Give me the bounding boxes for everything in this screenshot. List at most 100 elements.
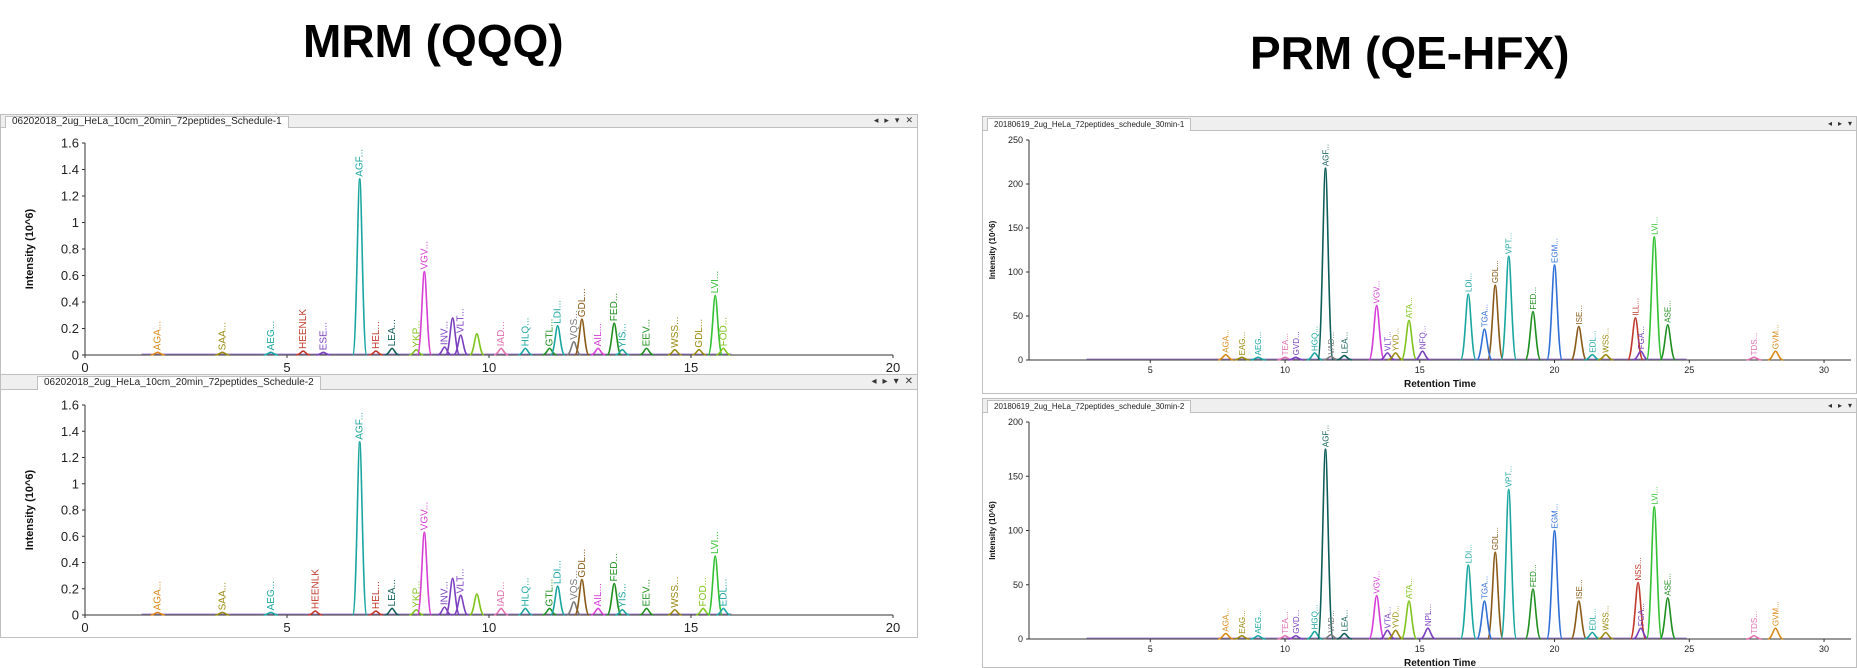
peak-label: VPT... (1505, 466, 1514, 487)
peak-label: EEV... (642, 579, 653, 606)
y-tick-label: 1.6 (61, 136, 79, 151)
mrm-chart-1: 00.20.40.60.811.21.41.605101520Retention… (24, 136, 900, 375)
peak (1486, 284, 1504, 361)
peak (1597, 353, 1614, 361)
peak-label: ATA... (1405, 297, 1414, 318)
peak-label: ATA... (1405, 578, 1414, 599)
peak (639, 347, 654, 356)
menu-icon[interactable]: ▾ (894, 116, 900, 126)
tab-prm-2[interactable]: 20180619_2ug_HeLa_72peptides_schedule_30… (987, 400, 1192, 413)
peak-label: AGF... (1321, 144, 1330, 166)
peak-label: TEA... (1281, 333, 1290, 355)
peak-label: NFQ... (1418, 326, 1427, 350)
y-tick-label: 1.4 (61, 162, 79, 177)
peak (150, 351, 165, 356)
peak-label: INV... (440, 581, 451, 605)
peak-label: GDL... (577, 549, 588, 578)
peak-label: LEA... (387, 579, 398, 606)
y-tick-label: 1 (72, 476, 79, 491)
y-tick-label: 0.2 (61, 321, 79, 336)
tab-prm-1[interactable]: 20180619_2ug_HeLa_72peptides_schedule_30… (987, 118, 1192, 131)
peak-label: LDI... (553, 560, 564, 584)
peak (1306, 630, 1323, 640)
peak (444, 577, 461, 616)
peak-label: HEL... (371, 581, 382, 609)
peak (351, 177, 368, 356)
prev-icon[interactable]: ◂ (1827, 119, 1832, 128)
mrm-panel-1: 06202018_2ug_HeLa_10cm_20min_72peptides_… (0, 114, 918, 376)
next-icon[interactable]: ▸ (882, 376, 888, 387)
peak-label: ISE... (1575, 305, 1584, 325)
peak-label: VGV... (1373, 571, 1382, 594)
peak (1584, 353, 1601, 361)
close-icon[interactable]: ✕ (905, 116, 913, 126)
next-icon[interactable]: ▸ (884, 116, 889, 126)
peak (416, 531, 433, 616)
next-icon[interactable]: ▸ (1837, 119, 1842, 128)
peak-label: VLT... (1383, 331, 1392, 351)
menu-icon[interactable]: ▾ (1847, 119, 1852, 128)
prev-icon[interactable]: ◂ (871, 376, 877, 387)
prev-icon[interactable]: ◂ (873, 116, 879, 126)
peak (1524, 310, 1542, 361)
close-icon[interactable]: ✕ (904, 376, 913, 387)
peak-label: HGQ... (1311, 605, 1320, 630)
peak-label: AGA... (153, 581, 164, 610)
peak-label: GDL... (1491, 527, 1500, 550)
peak-label: LEA... (1340, 610, 1349, 632)
peak (1632, 350, 1649, 361)
peak (615, 608, 630, 616)
peak (263, 611, 278, 616)
peak-label: HEENLK (298, 309, 309, 349)
prm-panel-2: 20180619_2ug_HeLa_72peptides_schedule_30… (982, 398, 1857, 668)
y-tick-label: 0.6 (61, 268, 79, 283)
peak-label: EAG... (1238, 332, 1247, 356)
peak-label: EDL... (1588, 330, 1597, 352)
y-tick-label: 1.2 (61, 189, 79, 204)
peak (1336, 354, 1353, 361)
tab-mrm-2[interactable]: 06202018_2ug_HeLa_10cm_20min_72peptides_… (37, 376, 321, 390)
peak-label: HLQ... (520, 317, 531, 346)
y-tick-label: 0.6 (61, 529, 79, 544)
peak (1368, 594, 1386, 640)
y-tick-label: 50 (1013, 311, 1023, 321)
peak (1459, 293, 1477, 361)
peak-label: WSS... (670, 577, 681, 608)
x-tick-label: 15 (1415, 644, 1425, 654)
peak-label: LEA... (1340, 332, 1349, 354)
prev-icon[interactable]: ◂ (1827, 401, 1832, 410)
peak-label: ESE... (318, 322, 329, 350)
x-tick-label: 15 (684, 360, 698, 375)
peak (1459, 564, 1477, 640)
peak-label: VGV... (419, 241, 430, 270)
peak (453, 334, 469, 356)
tab-mrm-1[interactable]: 06202018_2ug_HeLa_10cm_20min_72peptides_… (5, 116, 289, 128)
peak (1659, 323, 1677, 361)
x-tick-label: 20 (886, 360, 900, 375)
x-tick-label: 25 (1684, 365, 1694, 375)
peak (150, 611, 165, 616)
next-icon[interactable]: ▸ (1837, 401, 1842, 410)
y-tick-label: 200 (1008, 179, 1023, 189)
peak-label: NPL... (1424, 604, 1433, 626)
menu-icon[interactable]: ▾ (893, 376, 899, 387)
panel-controls: ◂ ▸ ▾ ✕ (868, 115, 913, 127)
peak-label: ILL... (1631, 298, 1640, 316)
peak-label: FGA... (1637, 603, 1646, 626)
y-tick-label: 150 (1008, 471, 1023, 481)
y-tick-label: 200 (1008, 417, 1023, 427)
x-axis-label: Retention Time (1404, 658, 1476, 668)
peak (296, 350, 311, 356)
peak (542, 607, 557, 616)
peak (1584, 631, 1601, 640)
prm-chart-2: 0 50 100 150 200 5 10 15 20 25 30 Retention Time Int… (988, 417, 1851, 668)
peak-label: YIS... (617, 583, 628, 607)
peak-label: WSS... (1602, 606, 1611, 631)
menu-icon[interactable]: ▾ (1847, 401, 1852, 410)
peak-label: INV... (440, 321, 451, 345)
peak (606, 322, 623, 356)
peak-label: ASE... (1664, 573, 1673, 596)
peak (1217, 353, 1234, 361)
peak (493, 347, 509, 356)
peak (639, 607, 654, 616)
